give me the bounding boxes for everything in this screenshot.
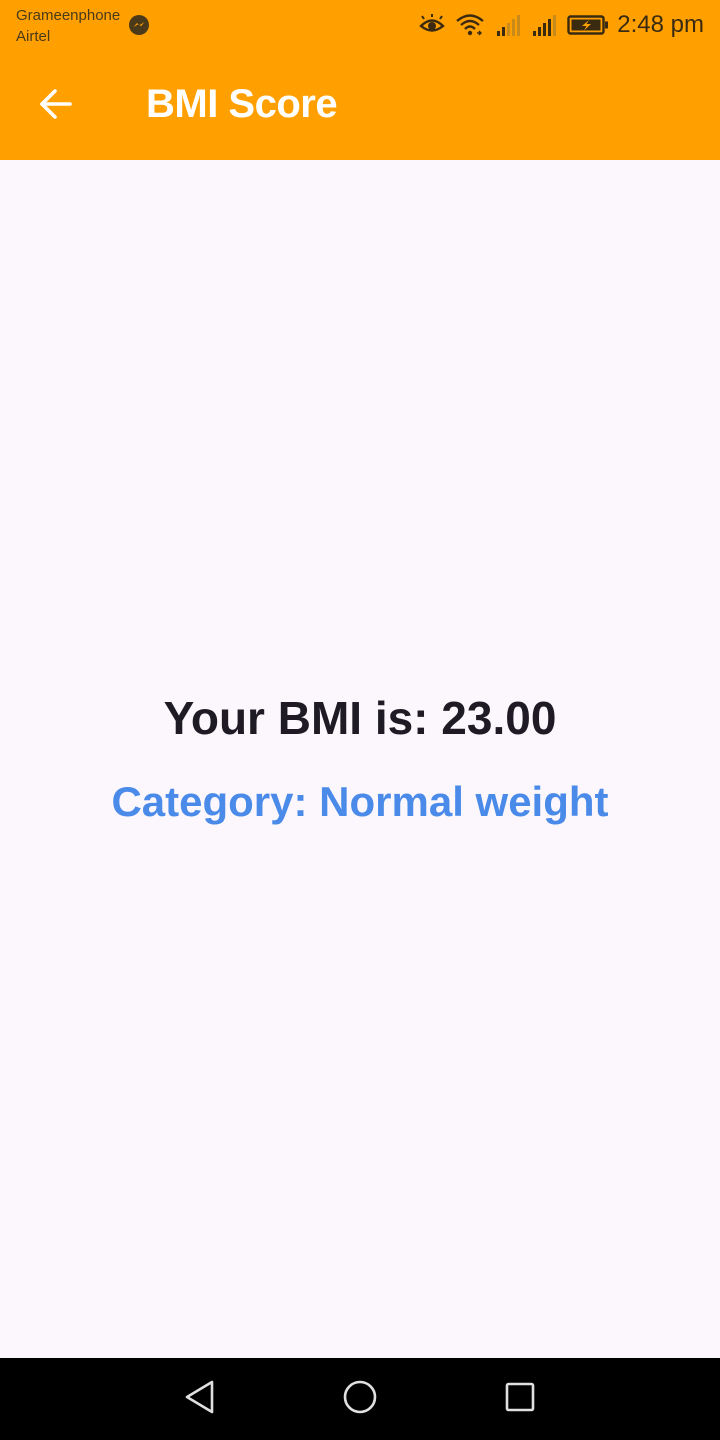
eye-comfort-icon [419,14,446,36]
page-title: BMI Score [146,82,338,126]
wifi-icon [455,13,485,37]
nav-back-button[interactable] [180,1379,220,1419]
nav-recents-button[interactable] [500,1379,540,1419]
nav-back-icon [183,1379,217,1420]
bmi-result: Your BMI is: 23.00 [163,692,557,744]
battery-charging-icon [567,13,609,37]
nav-home-button[interactable] [340,1379,380,1419]
carrier-names: Grameenphone Airtel [16,5,120,47]
carrier-2: Airtel [16,28,51,45]
nav-recents-icon [504,1381,536,1418]
status-icons: 2:48 pm [409,9,704,41]
system-nav-bar [0,1358,720,1440]
carrier-1: Grameenphone [16,7,121,24]
main-content: Your BMI is: 23.00 Category: Normal weig… [0,160,720,1358]
arrow-back-icon [38,86,74,127]
bmi-category: Category: Normal weight [111,778,609,825]
top-bar: Grameenphone Airtel [0,0,720,160]
back-button[interactable] [26,76,86,136]
clock: 2:48 pm [617,11,704,38]
signal-sim1-icon [495,13,521,37]
status-bar: Grameenphone Airtel [0,0,720,50]
messenger-icon [128,14,150,36]
signal-sim2-icon [531,13,557,37]
app-bar: BMI Score [0,50,720,160]
nav-home-icon [342,1379,378,1420]
